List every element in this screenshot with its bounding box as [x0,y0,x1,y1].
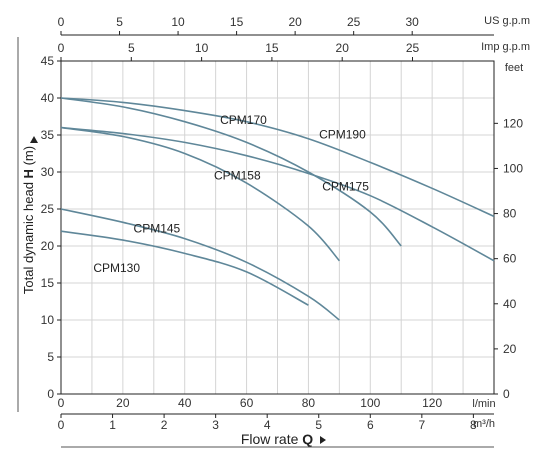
y-tick-label: 40 [41,91,55,105]
x-tick-label-us-gpm: 0 [58,15,65,29]
x-axis-title-text: Flow rate [241,431,299,447]
x-tick-label-lmin: 20 [116,396,130,410]
y-tick-label: 15 [41,276,55,290]
y-axis-title-text: Total dynamic head [21,182,36,294]
x-tick-label-us-gpm: 30 [406,15,420,29]
curve-cpm158 [60,126,340,262]
x-tick-label-us-gpm: 25 [347,15,361,29]
curve-label-cpm175: CPM175 [322,180,369,194]
x-tick-label-us-gpm: 20 [288,15,302,29]
x-tick-label-lmin: 60 [240,396,254,410]
x-tick-label-m3h: 8 [470,418,477,432]
y-tick-label: 10 [41,313,55,327]
right-tick-label: 60 [503,252,517,266]
x-tick-label-imp-gpm: 20 [336,41,350,55]
curve-label-cpm190: CPM190 [319,128,366,142]
right-axis-feet-label: feet [505,62,523,74]
y-tick-label: 20 [41,239,55,253]
curve-cpm190 [60,97,495,218]
curve-label-cpm170: CPM170 [220,113,267,127]
x-unit-m3h-label: m³/h [473,418,495,430]
y-tick-label: 0 [47,387,54,401]
curve-layer [60,97,495,321]
x-tick-label-m3h: 2 [161,418,168,432]
x-tick-label-imp-gpm: 15 [265,41,279,55]
x-tick-label-us-gpm: 15 [230,15,244,29]
y-axis-title: Total dynamic head H (m) [21,146,36,294]
x-tick-label-m3h: 3 [212,418,219,432]
y-tick-label: 30 [41,165,55,179]
curve-cpm170 [60,97,402,247]
x-tick-label-imp-gpm: 25 [406,41,420,55]
x-tick-label-imp-gpm: 10 [195,41,209,55]
y-axis-arrow-icon [30,136,38,143]
right-tick-label: 20 [503,342,517,356]
y-tick-label: 45 [41,54,55,68]
x-tick-label-imp-gpm: 0 [58,41,65,55]
right-tick-label: 120 [503,116,523,130]
y-tick-label: 5 [47,350,54,364]
curve-cpm175 [60,126,495,262]
x-tick-label-lmin: 120 [422,396,442,410]
x-axis-title: Flow rate Q [241,431,313,447]
x-tick-label-us-gpm: 10 [171,15,185,29]
x-tick-label-us-gpm: 5 [116,15,123,29]
curve-label-layer: CPM190 CPM175 CPM170 CPM158 CPM145 CPM130 [93,113,369,275]
curve-label-cpm145: CPM145 [134,222,181,236]
x-tick-label-m3h: 4 [264,418,271,432]
right-tick-label: 80 [503,207,517,221]
curve-label-cpm158: CPM158 [214,168,261,182]
x-tick-label-imp-gpm: 5 [128,41,135,55]
x-axis-arrow-icon [320,436,326,444]
curve-cpm130 [60,230,309,306]
curve-cpm145 [60,208,340,321]
y-axis-title-group: Total dynamic head H (m) [21,146,36,294]
x-axis-title-symbol: Q [302,431,313,447]
y-tick-label: 25 [41,202,55,216]
top-axis-imp-gpm-label: Imp g.p.m [481,41,530,53]
curve-label-cpm130: CPM130 [93,261,140,275]
x-tick-label-m3h: 6 [367,418,374,432]
x-tick-label-lmin: 80 [302,396,316,410]
plot-frame [60,60,495,395]
top-axis-us-gpm-label: US g.p.m [484,15,530,27]
x-tick-label-m3h: 5 [315,418,322,432]
y-axis-title-unit: (m) [21,146,36,166]
x-tick-label-lmin: 40 [178,396,192,410]
x-tick-label-m3h: 0 [58,418,65,432]
right-tick-label: 100 [503,161,523,175]
right-tick-label: 40 [503,297,517,311]
x-tick-label-m3h: 7 [418,418,425,432]
x-unit-lmin-label: l/min [472,398,495,410]
x-tick-label-lmin: 0 [58,396,65,410]
x-tick-label-m3h: 1 [109,418,116,432]
grid-layer [61,61,494,394]
right-tick-label: 0 [503,387,510,401]
y-tick-label: 35 [41,128,55,142]
x-tick-label-lmin: 100 [360,396,380,410]
y-axis-title-symbol: H [21,169,36,178]
